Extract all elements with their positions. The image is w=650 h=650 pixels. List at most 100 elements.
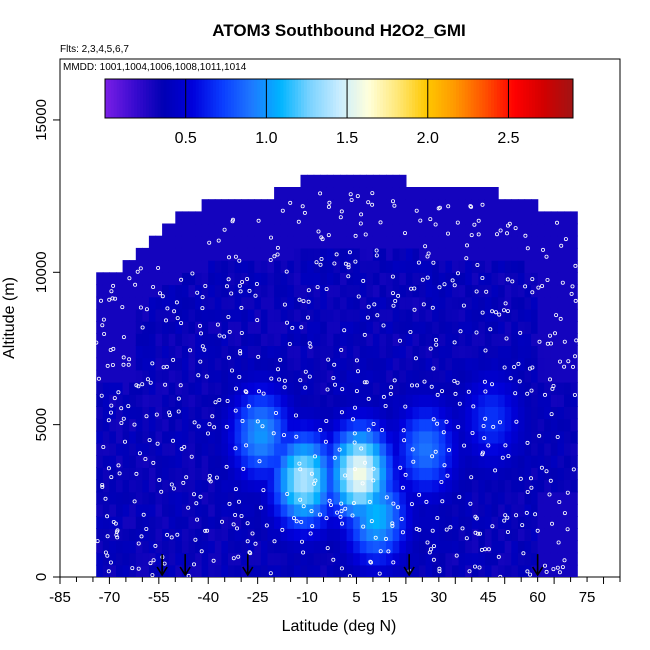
heatmap-cell [307, 406, 315, 420]
heatmap-cell [320, 430, 328, 444]
colorbar-segment [447, 79, 451, 118]
heatmap-cell [326, 260, 334, 273]
heatmap-cell [267, 528, 275, 541]
observation-point [431, 417, 436, 422]
observation-point [390, 523, 395, 528]
heatmap-cell [346, 430, 354, 444]
heatmap-cell [221, 345, 229, 359]
colorbar-segment [403, 79, 407, 118]
heatmap-cell [557, 418, 565, 432]
observation-point [162, 561, 167, 566]
heatmap-cell [340, 223, 348, 237]
heatmap-cell [537, 211, 545, 225]
heatmap-cell [452, 308, 460, 322]
observation-point [475, 262, 480, 267]
heatmap-cell [221, 491, 229, 505]
colorbar-segment [283, 79, 287, 118]
observation-point [490, 524, 495, 529]
heatmap-cell [208, 552, 216, 566]
heatmap-cell [267, 284, 275, 298]
heatmap-cell [326, 247, 334, 261]
observation-point [260, 424, 265, 429]
observation-point [503, 443, 508, 448]
observation-point [471, 404, 476, 409]
heatmap-cell [517, 284, 526, 298]
observation-point [291, 516, 296, 521]
heatmap-cell [116, 516, 124, 529]
heatmap-cell [208, 308, 216, 322]
observation-point [368, 560, 373, 565]
heatmap-cell [412, 369, 420, 383]
heatmap-cell [484, 394, 493, 407]
heatmap-cell [142, 333, 150, 346]
heatmap-cell [122, 552, 130, 566]
heatmap-cell [313, 333, 321, 346]
observation-point [437, 285, 442, 290]
heatmap-cell [564, 284, 572, 298]
heatmap-cell [438, 491, 446, 505]
heatmap-cell [293, 296, 302, 310]
heatmap-cell [405, 321, 414, 334]
heatmap-cell [340, 174, 348, 188]
heatmap-cell [188, 455, 196, 468]
heatmap-cell [96, 503, 104, 517]
heatmap-cell [142, 491, 150, 505]
heatmap-cell [438, 272, 446, 286]
heatmap-cell [175, 333, 183, 346]
observation-point [556, 540, 561, 545]
heatmap-cell [175, 479, 183, 493]
heatmap-cell [234, 308, 242, 322]
colorbar-segment [125, 79, 129, 118]
heatmap-cell [353, 187, 361, 200]
heatmap-cell [267, 406, 275, 420]
heatmap-cell [346, 491, 354, 505]
colorbar-segment [105, 79, 109, 118]
observation-point [386, 549, 391, 554]
heatmap-cell [181, 272, 190, 286]
heatmap-cell [162, 491, 170, 505]
heatmap-cell [432, 369, 440, 383]
observation-point [200, 344, 205, 349]
heatmap-cell [366, 308, 374, 322]
heatmap-cell [491, 552, 499, 566]
heatmap-cell [458, 540, 466, 554]
heatmap-cell [359, 174, 367, 188]
heatmap-cell [208, 540, 216, 554]
heatmap-cell [386, 345, 394, 359]
heatmap-cell [432, 284, 440, 298]
heatmap-cell [465, 540, 473, 554]
observation-point [504, 336, 509, 341]
observation-point [150, 573, 155, 577]
heatmap-cell [412, 516, 420, 529]
heatmap-cell [340, 296, 348, 310]
colorbar-segment [488, 79, 492, 118]
colorbar-segment [195, 79, 200, 118]
heatmap-cell [221, 430, 229, 444]
heatmap-cell [399, 235, 407, 249]
heatmap-cell [122, 455, 130, 468]
observation-point [184, 475, 189, 480]
observation-point [268, 257, 273, 262]
heatmap-cell [188, 272, 196, 286]
observation-point [545, 341, 550, 346]
heatmap-cell [471, 552, 479, 566]
heatmap-cell [326, 467, 334, 481]
observation-point [171, 357, 176, 362]
heatmap-cell [564, 382, 572, 395]
observation-point [537, 339, 542, 344]
heatmap-cell [458, 418, 466, 432]
heatmap-cell [412, 418, 420, 432]
heatmap-cell [498, 540, 506, 554]
heatmap-cell [570, 211, 578, 225]
heatmap-cell [267, 357, 275, 371]
heatmap-cell [498, 503, 506, 517]
heatmap-cell [313, 430, 321, 444]
colorbar-segment [456, 79, 460, 118]
heatmap-cell [372, 333, 381, 346]
heatmap-cell [517, 296, 526, 310]
heatmap-cell [228, 491, 236, 505]
observation-point [525, 246, 530, 251]
heatmap-cell [517, 540, 526, 554]
heatmap-cell [96, 369, 104, 383]
